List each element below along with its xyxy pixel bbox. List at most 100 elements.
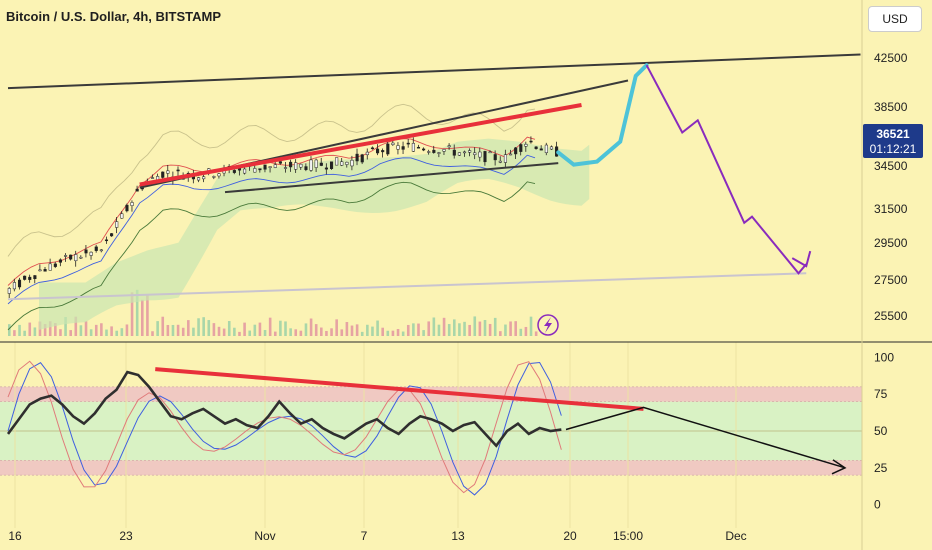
purple-arrowhead	[791, 250, 812, 268]
lightning-icon[interactable]	[537, 314, 559, 336]
candle-body	[253, 168, 257, 173]
candle-body	[304, 166, 308, 170]
volume-bar	[120, 328, 124, 336]
volume-bar	[212, 323, 216, 336]
candle-body	[498, 160, 502, 163]
volume-bar	[391, 330, 395, 336]
candle-body	[437, 152, 441, 154]
candle-body	[23, 275, 27, 280]
price-axis: 25500 27500 29500 31500 34500 38500 42500 0 25 50…	[874, 51, 908, 512]
currency-button[interactable]: USD	[868, 6, 922, 32]
cyan-projection	[556, 63, 649, 167]
candle-body	[386, 143, 390, 155]
volume-bar	[493, 317, 497, 336]
time-tick-label: Nov	[254, 529, 275, 543]
volume-bar	[350, 325, 354, 336]
candle-body	[94, 246, 98, 251]
volume-bar	[304, 323, 308, 336]
volume-bar	[458, 323, 461, 336]
stoch-tick-label: 100	[874, 350, 894, 364]
candle-body	[125, 204, 129, 212]
volume-bar	[263, 329, 267, 336]
volume-bar	[499, 331, 502, 336]
stoch-projection	[565, 406, 846, 469]
candle-body	[79, 256, 83, 259]
candle-body	[519, 144, 523, 152]
volume-bar	[427, 321, 431, 336]
candle-body	[17, 279, 22, 288]
candle-body	[468, 150, 472, 153]
volume-bar	[197, 318, 200, 336]
volume-bar	[135, 289, 139, 336]
candle-body	[135, 188, 139, 192]
candle-body	[202, 176, 206, 180]
price-tick-label: 38500	[874, 100, 908, 114]
volume-bar	[412, 323, 415, 336]
volume-bar	[105, 329, 108, 336]
candle-body	[278, 161, 282, 164]
candle-body	[243, 168, 247, 174]
stoch-d-line	[7, 360, 562, 494]
candle-body	[509, 153, 513, 156]
candle-body	[478, 151, 482, 158]
time-tick-label: 13	[451, 529, 465, 543]
candle-body	[263, 164, 267, 170]
purple-projection	[645, 64, 808, 275]
candle-body	[289, 161, 293, 168]
grid-lines	[14, 342, 737, 528]
volume-bar	[335, 319, 338, 336]
volume-bar	[84, 321, 88, 336]
volume-bar	[488, 323, 492, 336]
candle-body	[529, 140, 533, 143]
last-price-value: 36521	[876, 127, 910, 141]
candle-body	[340, 161, 344, 166]
candle-body	[161, 171, 165, 178]
volume-bar	[376, 320, 379, 336]
candle-body	[365, 151, 369, 156]
volume-bar	[48, 321, 52, 336]
volume-bar	[514, 321, 517, 336]
candle-body	[309, 159, 313, 171]
volume-bar	[289, 328, 292, 336]
candle-body	[457, 152, 461, 156]
stoch-bands	[0, 386, 862, 476]
volume-bar	[473, 316, 477, 336]
countdown-timer: 01:12:21	[870, 142, 917, 156]
time-tick-label: 7	[361, 529, 368, 543]
candle-body	[355, 153, 359, 162]
stoch-arrowhead	[831, 459, 847, 475]
volume-bar	[314, 324, 318, 336]
candle-body	[319, 162, 323, 166]
volume-bar	[381, 327, 384, 336]
volume-bar	[227, 321, 231, 336]
volume-bar	[18, 324, 21, 336]
volume-bar	[146, 294, 149, 336]
time-tick-label: 20	[563, 529, 577, 543]
candle-body	[473, 152, 477, 155]
volume-bar	[529, 316, 533, 336]
lagging-line	[7, 103, 536, 257]
candle-body	[345, 161, 349, 165]
candle-body	[58, 259, 63, 263]
candle-body	[69, 254, 73, 260]
volume-bar	[222, 328, 226, 336]
volume-bar	[238, 331, 241, 336]
volume-bar	[176, 324, 180, 336]
candle-body	[176, 169, 180, 172]
candle-body	[447, 145, 451, 148]
candle-body	[7, 288, 11, 294]
candle-body	[406, 142, 410, 145]
base-line	[7, 154, 536, 305]
candle-body	[89, 251, 93, 256]
volume-bar	[268, 317, 272, 336]
volume-bar	[181, 327, 185, 336]
volume-bar	[161, 316, 165, 336]
candle-body	[84, 249, 88, 254]
candle-body	[64, 255, 68, 257]
candle-body	[335, 157, 339, 166]
time-tick-label: 23	[119, 529, 133, 543]
candle-body	[38, 269, 42, 272]
trendline	[7, 53, 861, 90]
volume-bar	[330, 328, 333, 336]
